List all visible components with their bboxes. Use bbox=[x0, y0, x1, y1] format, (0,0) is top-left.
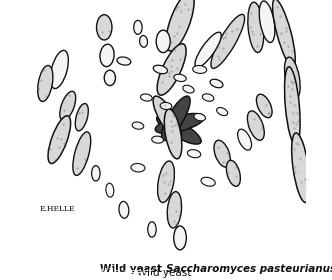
Ellipse shape bbox=[193, 66, 207, 74]
Ellipse shape bbox=[164, 109, 182, 159]
Ellipse shape bbox=[248, 3, 264, 53]
Ellipse shape bbox=[134, 21, 142, 35]
Ellipse shape bbox=[48, 116, 71, 164]
Ellipse shape bbox=[148, 222, 156, 237]
Ellipse shape bbox=[38, 66, 53, 102]
Ellipse shape bbox=[155, 114, 204, 134]
Text: Wild yeast: Wild yeast bbox=[137, 267, 195, 277]
Ellipse shape bbox=[259, 2, 275, 43]
Ellipse shape bbox=[106, 183, 114, 197]
Ellipse shape bbox=[285, 67, 300, 145]
Ellipse shape bbox=[156, 31, 170, 53]
Ellipse shape bbox=[153, 66, 168, 74]
Ellipse shape bbox=[132, 122, 144, 130]
Ellipse shape bbox=[210, 80, 223, 88]
Ellipse shape bbox=[152, 136, 163, 144]
Ellipse shape bbox=[73, 132, 91, 176]
Ellipse shape bbox=[139, 36, 147, 48]
Text: E.HELLE: E.HELLE bbox=[40, 204, 75, 212]
Ellipse shape bbox=[247, 111, 264, 141]
Ellipse shape bbox=[202, 94, 214, 102]
Ellipse shape bbox=[211, 15, 245, 69]
Ellipse shape bbox=[158, 161, 174, 203]
Ellipse shape bbox=[157, 116, 201, 144]
Text: Wild yeast: Wild yeast bbox=[100, 264, 166, 274]
Ellipse shape bbox=[201, 178, 215, 186]
Ellipse shape bbox=[160, 103, 172, 110]
Ellipse shape bbox=[166, 0, 194, 52]
Ellipse shape bbox=[194, 114, 206, 121]
Ellipse shape bbox=[100, 45, 114, 67]
Ellipse shape bbox=[285, 58, 300, 99]
Ellipse shape bbox=[187, 150, 201, 158]
Ellipse shape bbox=[97, 15, 112, 41]
Ellipse shape bbox=[92, 166, 100, 181]
Ellipse shape bbox=[174, 226, 186, 250]
Ellipse shape bbox=[50, 51, 68, 89]
Ellipse shape bbox=[117, 58, 131, 66]
Ellipse shape bbox=[256, 95, 272, 118]
Ellipse shape bbox=[273, 0, 295, 67]
Ellipse shape bbox=[157, 44, 186, 96]
Ellipse shape bbox=[226, 161, 240, 186]
Ellipse shape bbox=[238, 130, 252, 150]
Ellipse shape bbox=[216, 108, 228, 116]
Ellipse shape bbox=[119, 202, 129, 218]
Ellipse shape bbox=[140, 94, 152, 102]
Ellipse shape bbox=[153, 97, 182, 141]
Text: Wild yeast: Wild yeast bbox=[98, 267, 234, 277]
Ellipse shape bbox=[195, 33, 221, 68]
Text: Saccharomyces pasteurianus: Saccharomyces pasteurianus bbox=[166, 264, 332, 274]
Ellipse shape bbox=[292, 133, 310, 203]
Ellipse shape bbox=[162, 97, 190, 141]
Ellipse shape bbox=[104, 71, 116, 86]
Ellipse shape bbox=[75, 104, 88, 131]
Ellipse shape bbox=[214, 141, 230, 167]
Ellipse shape bbox=[131, 164, 145, 172]
Ellipse shape bbox=[60, 92, 76, 121]
Ellipse shape bbox=[183, 86, 194, 94]
Ellipse shape bbox=[167, 192, 182, 228]
Ellipse shape bbox=[174, 75, 186, 82]
